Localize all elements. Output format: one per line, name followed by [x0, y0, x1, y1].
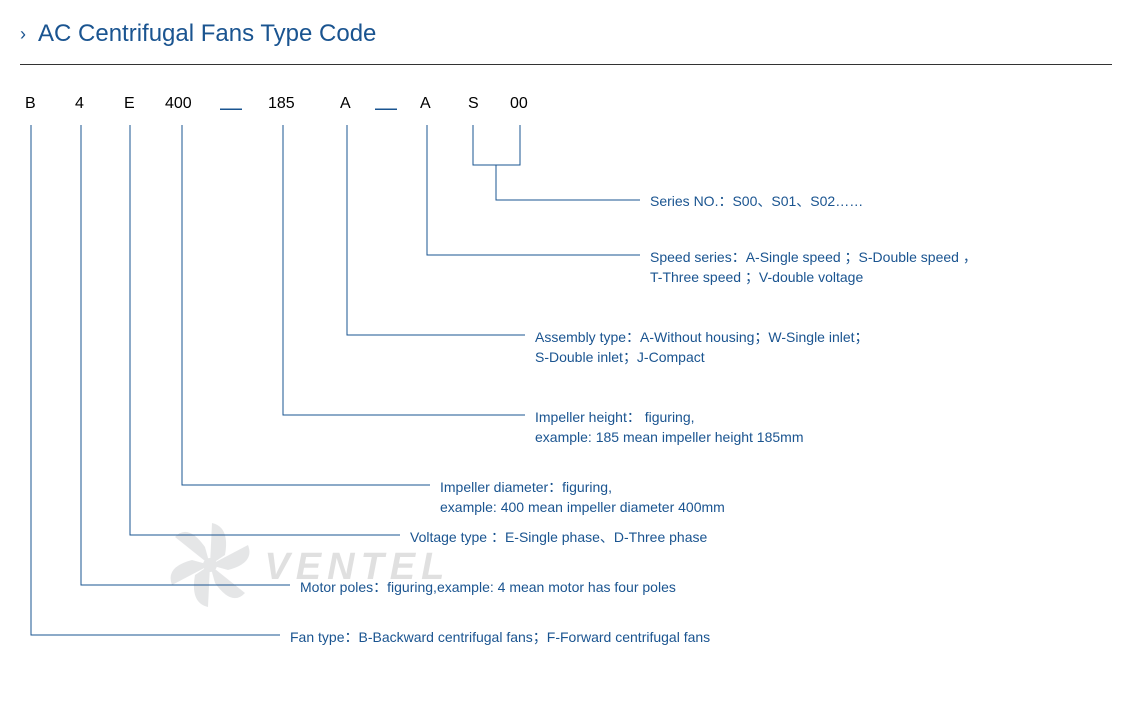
- desc-speed-series-1: Speed series：A-Single speed ；S-Double sp…: [650, 247, 977, 268]
- code-part-series-number: 00: [510, 95, 528, 113]
- desc-assembly-1: Assembly type：A-Without housing；W-Single…: [535, 327, 869, 348]
- connector-lines: [20, 95, 1112, 655]
- code-part-series-letter: S: [468, 95, 479, 113]
- page-title: AC Centrifugal Fans Type Code: [38, 20, 376, 48]
- title-chevron-icon: ›: [20, 24, 26, 45]
- desc-impeller-diameter-1: Impeller diameter：figuring,: [440, 477, 612, 498]
- code-part-fan-type: B: [25, 95, 36, 113]
- desc-impeller-height-2: example: 185 mean impeller height 185mm: [535, 427, 803, 448]
- desc-impeller-height-1: Impeller height： figuring,: [535, 407, 695, 428]
- type-code-diagram: VENTEL B 4 E 400 — 185 A — A S 00: [20, 95, 1112, 655]
- desc-motor-poles: Motor poles：figuring,example: 4 mean mot…: [300, 577, 676, 598]
- watermark: VENTEL: [160, 515, 450, 620]
- code-part-motor-poles: 4: [75, 95, 84, 113]
- code-part-voltage-type: E: [124, 95, 135, 113]
- code-part-speed-series: A: [420, 95, 431, 113]
- title-underline: [20, 64, 1112, 65]
- code-dash-1: —: [220, 95, 242, 121]
- desc-speed-series-2: T-Three speed ；V-double voltage: [650, 267, 863, 288]
- fan-blade-icon: [160, 515, 260, 620]
- desc-assembly-2: S-Double inlet；J-Compact: [535, 347, 705, 368]
- desc-fan-type: Fan type：B-Backward centrifugal fans；F-F…: [290, 627, 710, 648]
- code-part-assembly-type: A: [340, 95, 351, 113]
- desc-impeller-diameter-2: example: 400 mean impeller diameter 400m…: [440, 497, 725, 518]
- desc-voltage-type: Voltage type ：E-Single phase、D-Three pha…: [410, 527, 707, 548]
- code-dash-2: —: [375, 95, 397, 121]
- title-row: › AC Centrifugal Fans Type Code: [0, 0, 1132, 58]
- code-part-impeller-diameter: 400: [165, 95, 192, 113]
- code-part-impeller-height: 185: [268, 95, 295, 113]
- desc-series-no: Series NO.：S00、S01、S02……: [650, 191, 863, 212]
